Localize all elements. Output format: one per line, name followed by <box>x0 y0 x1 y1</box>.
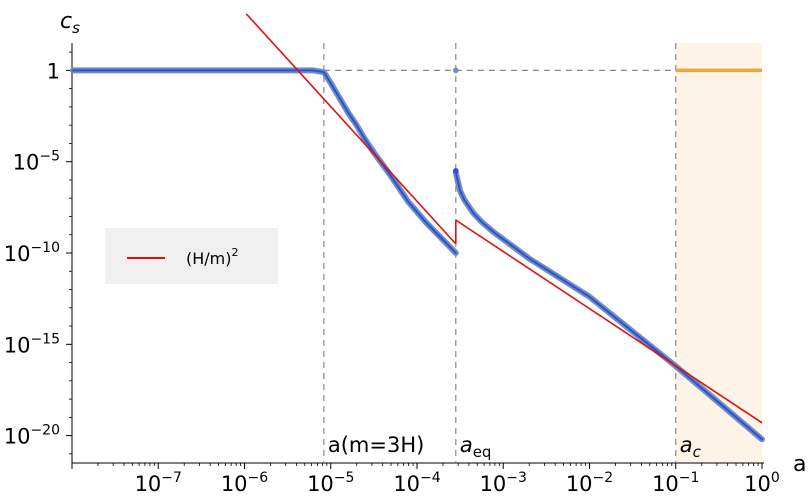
x-tick-label: 10−2 <box>566 470 613 496</box>
x-tick-label: 10−4 <box>393 470 440 496</box>
marker-annotations: a(m=3H) aeq ac <box>328 433 702 461</box>
point-markers <box>453 67 459 174</box>
y-tick-label: 10−5 <box>13 149 60 175</box>
y-tick-label: 10−10 <box>4 240 60 266</box>
x-tick-label: 10−3 <box>480 470 527 496</box>
vertical-marker-label-2: ac <box>680 433 702 461</box>
x-axis-label: a <box>793 452 806 477</box>
x-tick-label: 100 <box>744 470 780 496</box>
series-halo-0 <box>69 67 459 256</box>
x-tick-label: 10−6 <box>221 470 268 496</box>
vertical-marker-label-1: aeq <box>460 433 492 461</box>
x-tick-label: 10−1 <box>652 470 699 496</box>
reference-dashed-lines <box>323 43 677 463</box>
y-tick-label: 1 <box>47 59 60 83</box>
y-tick-label: 10−20 <box>4 423 60 449</box>
x-tick-label: 10−5 <box>307 470 354 496</box>
point-marker-1 <box>453 168 459 174</box>
legend: (H/m)2 <box>105 228 278 284</box>
legend-label: (H/m)2 <box>186 246 239 268</box>
vertical-marker-label-0: a(m=3H) <box>328 433 424 457</box>
legend-box <box>105 228 278 284</box>
x-tick-label: 10−7 <box>135 470 182 496</box>
hm2-line-segment-1 <box>455 219 763 424</box>
y-tick-label: 10−15 <box>4 331 60 357</box>
hm2-line-layer <box>245 13 763 424</box>
y-axis-label: cs <box>60 9 80 37</box>
tick-labels: 10−7 10−6 10−5 10−4 10−3 10−2 10−1 100 1 10−5 10−1… <box>4 59 780 496</box>
series-line-0 <box>71 69 457 254</box>
hm2-line-segment-0 <box>245 13 457 245</box>
point-marker-0 <box>453 67 459 74</box>
axis-ticks <box>66 51 763 469</box>
shaded-region-ac <box>675 43 762 463</box>
